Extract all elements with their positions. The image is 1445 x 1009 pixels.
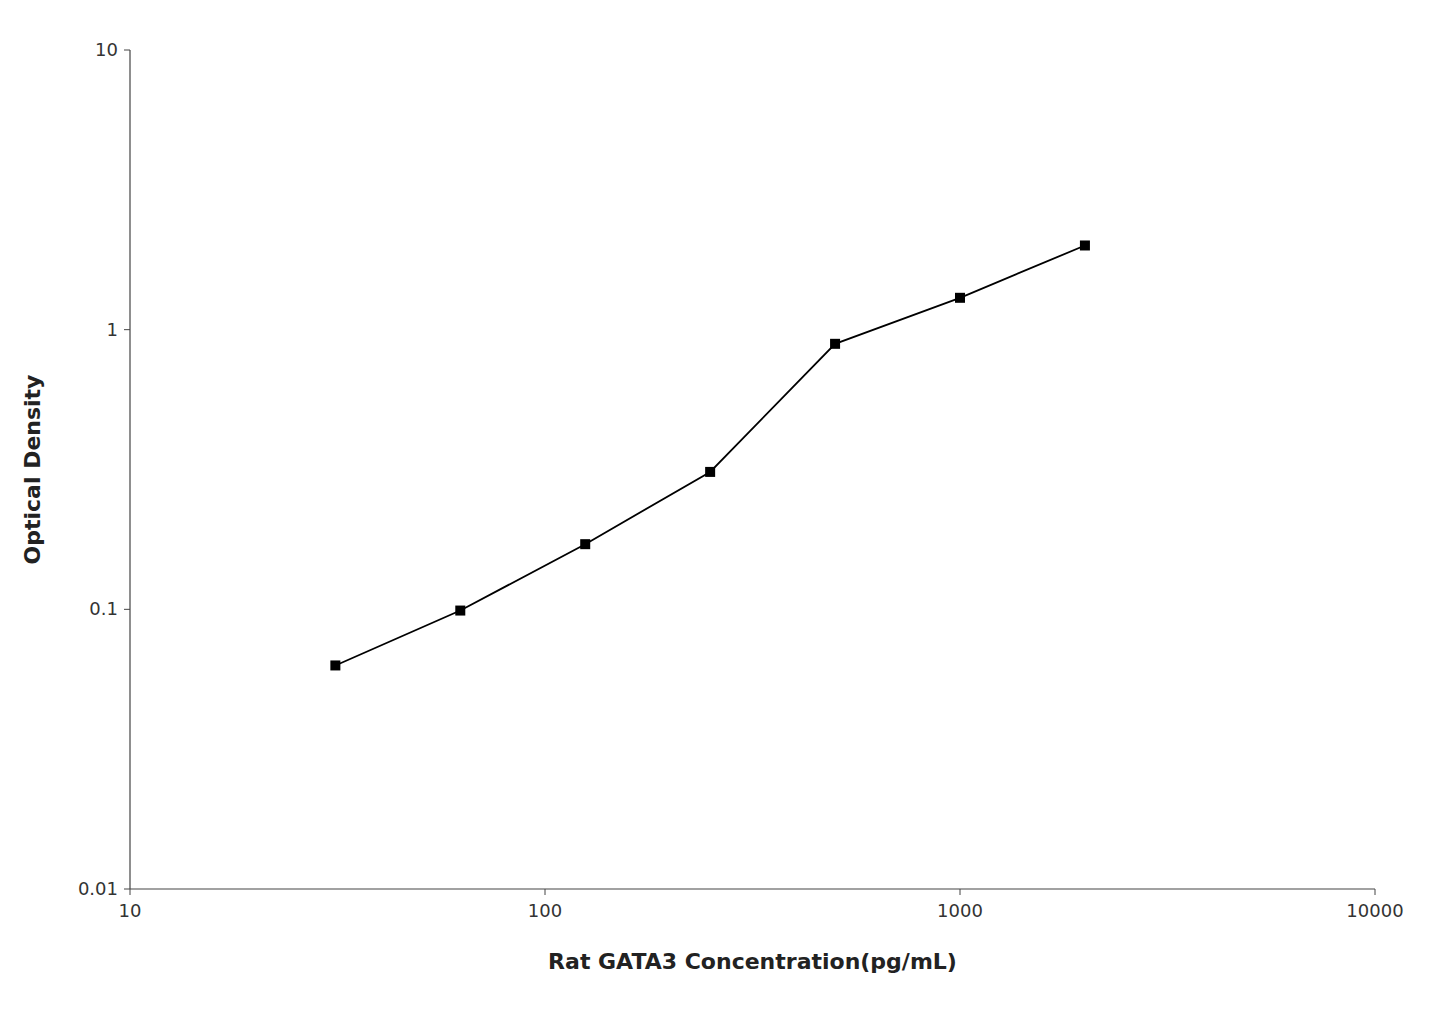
y-axis-line: [129, 50, 130, 889]
y-tick-label: 0.1: [89, 598, 118, 619]
data-point: [830, 339, 840, 349]
x-tick: [960, 889, 961, 895]
x-tick-label: 10000: [1346, 900, 1403, 921]
y-tick: [124, 889, 130, 890]
x-tick: [130, 889, 131, 895]
chart-svg: 10 100 1000 10000 0.01 0.1 1 10 Rat GATA3 Concen…: [0, 0, 1445, 1009]
plot-area: [330, 240, 1090, 670]
y-tick: [124, 50, 130, 51]
x-axis-line: [130, 888, 1375, 889]
x-tick-label: 10: [119, 900, 142, 921]
data-point: [1080, 240, 1090, 250]
y-tick: [124, 609, 130, 610]
data-point: [330, 660, 340, 670]
data-point: [580, 539, 590, 549]
y-axis-label: Optical Density: [20, 375, 45, 565]
x-axis-label: Rat GATA3 Concentration(pg/mL): [548, 949, 957, 974]
y-tick-label: 1: [107, 319, 118, 340]
x-tick: [1375, 889, 1376, 895]
y-tick-label: 10: [95, 39, 118, 60]
axes: 10 100 1000 10000 0.01 0.1 1 10: [78, 39, 1404, 921]
x-tick: [545, 889, 546, 895]
data-point: [455, 606, 465, 616]
chart-container: 10 100 1000 10000 0.01 0.1 1 10 Rat GATA3 Concen…: [0, 0, 1445, 1009]
data-point: [955, 293, 965, 303]
y-tick-label: 0.01: [78, 878, 118, 899]
data-point: [705, 467, 715, 477]
x-tick-label: 100: [528, 900, 562, 921]
x-tick-label: 1000: [937, 900, 983, 921]
y-tick: [124, 329, 130, 330]
data-line: [335, 245, 1085, 665]
